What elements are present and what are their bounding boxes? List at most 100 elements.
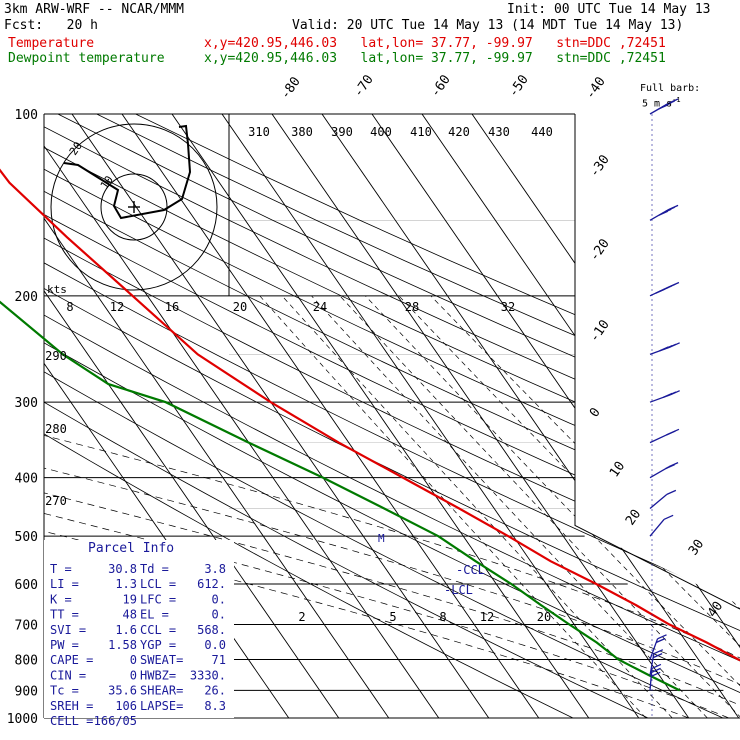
dry-adiabat-line	[44, 114, 740, 718]
wind-barb	[649, 428, 680, 444]
isotherm-label: 30	[686, 537, 707, 558]
wind-barbs	[649, 98, 680, 718]
parcel-value: 30.8	[108, 562, 137, 576]
parcel-value: 35.6	[108, 684, 137, 698]
isotherm-line	[221, 114, 640, 718]
isotherm-label: 40	[705, 599, 726, 620]
dry-adiabat-line	[44, 114, 740, 718]
barb-flag	[655, 288, 665, 294]
sounding-series	[0, 168, 740, 692]
barb-legend-sup: -1	[672, 96, 681, 104]
pressure-label: 900	[15, 684, 38, 699]
isotherm-line	[471, 114, 740, 718]
mixing-ratio-label: 32	[501, 300, 515, 314]
parcel-value: 8.3	[204, 699, 226, 713]
theta-label: 380	[291, 125, 313, 139]
isotherm-label: -20	[587, 236, 613, 264]
dry-adiabat-line	[44, 114, 574, 718]
dewpoint-label: Dewpoint temperature	[8, 51, 165, 66]
isotherm-line	[171, 114, 590, 718]
parcel-key: K =	[50, 592, 72, 606]
barb-shaft	[649, 518, 665, 537]
barb-flag	[666, 430, 676, 436]
parcel-value: 3.8	[204, 562, 226, 576]
hodograph-trace	[63, 124, 192, 220]
barb-flag	[659, 346, 669, 352]
parcel-value: 0.	[212, 592, 226, 606]
mixing-ratio-label: 16	[165, 300, 179, 314]
moist-adiabat-line	[44, 161, 740, 718]
isotherm-line	[421, 114, 740, 718]
model-title: 3km ARW-WRF -- NCAR/MMM	[4, 2, 185, 17]
barb-flag	[655, 637, 666, 644]
parcel-value: 1.58	[108, 638, 137, 652]
mixing-ratio-line	[311, 295, 708, 718]
barb-flag	[657, 634, 667, 640]
wind-barb	[649, 462, 679, 479]
mixing-ratio-line	[259, 295, 647, 718]
parcel-key: PW =	[50, 638, 79, 652]
mixing-ratio-label: 12	[110, 300, 124, 314]
parcel-key: SVI =	[50, 623, 86, 637]
parcel-key: YGP =	[140, 638, 176, 652]
isotherm-label: -70	[351, 72, 377, 100]
dry-adiabat-line	[57, 114, 740, 718]
isotherm-label: 20	[623, 507, 644, 528]
barb-flag	[658, 210, 669, 216]
mixing-ratio-label-low: 20	[537, 610, 551, 624]
barb-flag	[650, 671, 661, 677]
pressure-label: 800	[15, 653, 38, 668]
temperature-label: Temperature	[8, 36, 95, 51]
parcel-key: Td =	[140, 562, 169, 576]
dry-adiabat-line	[44, 114, 740, 718]
init-time: Init: 00 UTC Tue 14 May 13	[507, 2, 711, 17]
wind-barb	[649, 281, 680, 297]
parcel-value: 26.	[204, 684, 226, 698]
parcel-key: LCL =	[140, 577, 176, 591]
pressure-label: 100	[15, 108, 38, 123]
mixing-ratio-label-low: 12	[480, 610, 494, 624]
isotherm-label: -60	[428, 72, 454, 100]
mixing-ratio-label: 28	[405, 300, 419, 314]
barb-flag	[666, 489, 677, 495]
dry-adiabat-line	[44, 114, 740, 718]
pressure-label: 700	[15, 618, 38, 633]
forecast-hour: Fcst: 20 h	[4, 18, 98, 33]
parcel-key: T =	[50, 562, 72, 576]
isotherm-label: 0	[587, 405, 604, 420]
hodograph-ring-20	[50, 123, 218, 291]
isotherm-line	[44, 114, 390, 718]
barb-flag	[651, 663, 662, 670]
mixing-ratio-label-low: 5	[389, 610, 396, 624]
isotherm-line	[121, 114, 540, 718]
pressure-label: 500	[15, 530, 38, 545]
pressure-label: 300	[15, 396, 38, 411]
parcel-key: TT =	[50, 608, 79, 622]
moist-adiabat-line	[44, 161, 729, 718]
barb-flag	[665, 464, 675, 470]
pressure-label: 600	[15, 578, 38, 593]
parcel-value: 0.0	[204, 638, 226, 652]
parcel-value: 1.6	[115, 623, 137, 637]
temperature-location: x,y=420.95,446.03 lat,lon= 37.77, -99.97…	[204, 36, 666, 51]
moist-adiabat-line	[44, 161, 740, 718]
barb-legend-line2: 5 m s-1	[642, 95, 681, 109]
mixing-ratio-line	[339, 295, 740, 718]
dry-adiabat-line	[44, 114, 724, 718]
wind-barb	[649, 634, 667, 660]
right-boundary	[574, 114, 740, 610]
parcel-value: 19	[123, 592, 137, 606]
parcel-value: 166/05	[94, 714, 137, 728]
dewpoint-line	[0, 300, 681, 692]
parcel-value: 0	[130, 653, 137, 667]
isotherm-label: -10	[587, 317, 613, 345]
mixing-ratio-label: 8	[66, 300, 73, 314]
parcel-key: EL =	[140, 608, 169, 622]
parcel-info-panel	[44, 540, 234, 718]
mixing-ratio-line	[365, 295, 740, 718]
parcel-value: 0	[130, 668, 137, 682]
mixing-ratio-label: 20	[233, 300, 247, 314]
